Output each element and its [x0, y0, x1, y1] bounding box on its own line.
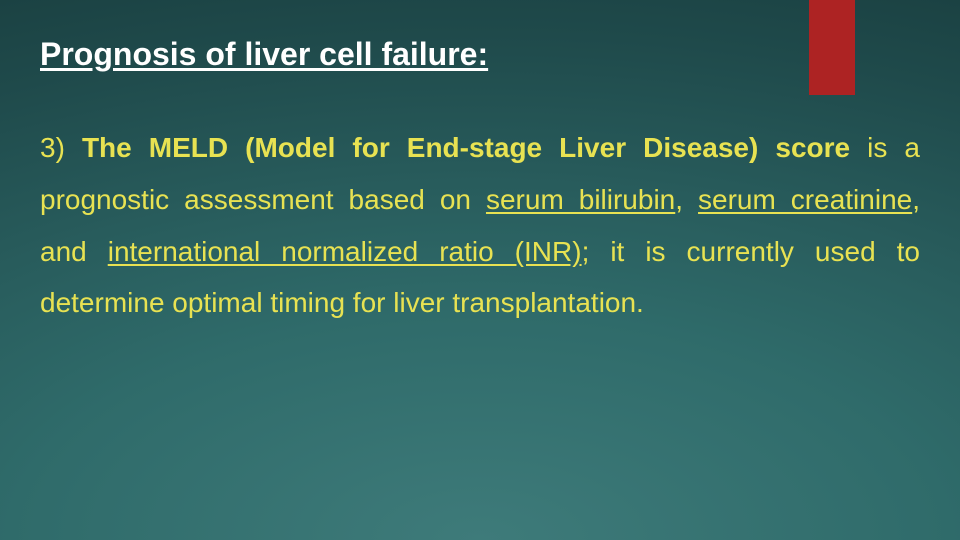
- slide-body: 3) The MELD (Model for End-stage Liver D…: [40, 122, 920, 329]
- body-t2: ,: [675, 184, 698, 215]
- body-u-bilirubin: serum bilirubin: [486, 184, 675, 215]
- accent-bar: [809, 0, 855, 95]
- body-bold-meld: The MELD (Model for End-stage Liver Dise…: [82, 132, 850, 163]
- slide: Prognosis of liver cell failure: 3) The …: [0, 0, 960, 540]
- body-u-creatinine: serum creatinine: [698, 184, 912, 215]
- slide-title: Prognosis of liver cell failure:: [40, 36, 488, 73]
- body-u-inr: international normalized ratio (INR): [108, 236, 582, 267]
- body-prefix: 3): [40, 132, 82, 163]
